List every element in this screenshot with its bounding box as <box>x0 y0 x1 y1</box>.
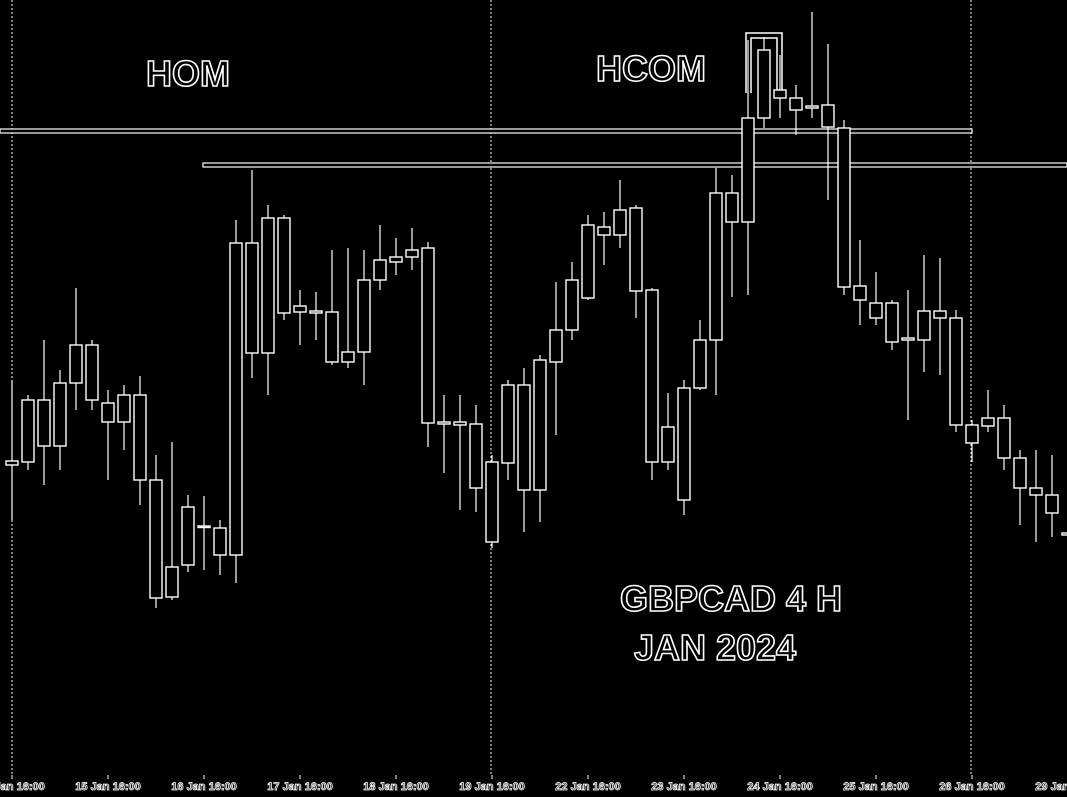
x-tick-label: 14 Jan 16:00 <box>0 781 45 793</box>
annotation: HOM <box>146 53 230 94</box>
candle-body <box>5 460 19 466</box>
candle-body <box>133 394 147 481</box>
candle-body <box>533 359 547 491</box>
candle-body <box>181 506 195 566</box>
candle-body <box>661 426 675 463</box>
candle-body <box>373 259 387 281</box>
plot: 14 Jan 16:00 15 Jan 16:00 16 Jan 16:00 17 J… <box>0 12 1067 793</box>
x-tick-label: 29 Jan 16:00 <box>1035 781 1067 793</box>
candle-body <box>357 279 371 353</box>
candle-body <box>437 421 451 425</box>
x-tick-label: 22 Jan 16:00 <box>555 781 620 793</box>
candle-body <box>101 402 115 423</box>
candle-body <box>325 311 339 363</box>
candle-body <box>517 384 531 491</box>
candle-body <box>677 387 691 501</box>
candle-body <box>197 525 211 529</box>
candle-body <box>37 399 51 447</box>
candle-body <box>693 339 707 389</box>
candle-body <box>453 421 467 426</box>
candle-body <box>597 226 611 236</box>
candle-body <box>1045 494 1059 514</box>
candle-body <box>501 384 515 464</box>
candle-body <box>389 256 403 263</box>
candle-body <box>773 89 787 99</box>
x-tick-label: 15 Jan 16:00 <box>75 781 140 793</box>
candle-body <box>405 249 419 258</box>
annotation: HCOM <box>596 48 706 89</box>
candle-body <box>933 310 947 319</box>
candle-body <box>309 310 323 314</box>
candle-body <box>469 423 483 489</box>
candle-body <box>1013 457 1027 489</box>
chart-title: GBPCAD 4 H <box>620 578 842 619</box>
candle-body <box>69 344 83 384</box>
candle-body <box>341 351 355 363</box>
candle-body <box>613 209 627 236</box>
candle-body <box>165 566 179 598</box>
candle-body <box>725 192 739 223</box>
candle-body <box>21 399 35 463</box>
candle-body <box>213 527 227 556</box>
candle-body <box>549 329 563 363</box>
x-tick-label: 19 Jan 16:00 <box>459 781 524 793</box>
candle-body <box>837 127 851 288</box>
candle-body <box>805 105 819 109</box>
candle-body <box>949 317 963 426</box>
candle-body <box>901 337 915 341</box>
candle-body <box>997 417 1011 459</box>
candle-body <box>709 192 723 341</box>
candle-body <box>789 97 803 111</box>
candle-body <box>277 217 291 314</box>
x-tick-label: 25 Jan 16:00 <box>843 781 908 793</box>
x-tick-label: 18 Jan 16:00 <box>363 781 428 793</box>
x-tick-label: 23 Jan 16:00 <box>651 781 716 793</box>
level-line <box>202 162 1067 168</box>
candle-body <box>293 305 307 313</box>
x-tick-label: 17 Jan 16:00 <box>267 781 332 793</box>
candle-body <box>821 104 835 128</box>
candle-body <box>757 49 771 119</box>
candle-body <box>741 117 755 223</box>
candle-body <box>885 302 899 343</box>
x-tick-label: 24 Jan 16:00 <box>747 781 812 793</box>
candle-body <box>229 242 243 556</box>
candle-body <box>117 394 131 423</box>
candle-body <box>917 310 931 341</box>
candle-body <box>965 424 979 444</box>
level-line <box>0 128 973 134</box>
chart-subtitle: JAN 2024 <box>634 627 796 668</box>
candle-body <box>485 461 499 543</box>
candle-body <box>629 207 643 292</box>
candle-body <box>981 417 995 427</box>
candle-body <box>85 344 99 401</box>
candle-body <box>869 302 883 319</box>
candle-body <box>1029 487 1043 496</box>
candle-body <box>1061 532 1067 536</box>
candle-body <box>565 279 579 331</box>
candle-body <box>149 479 163 599</box>
candle-body <box>261 217 275 354</box>
candle-body <box>581 224 595 299</box>
candle-body <box>645 289 659 463</box>
x-tick-label: 26 Jan 16:00 <box>939 781 1004 793</box>
candle-body <box>245 242 259 354</box>
candle-body <box>53 382 67 447</box>
x-tick-label: 16 Jan 16:00 <box>171 781 236 793</box>
candle-body <box>421 247 435 424</box>
candle-body <box>853 285 867 301</box>
